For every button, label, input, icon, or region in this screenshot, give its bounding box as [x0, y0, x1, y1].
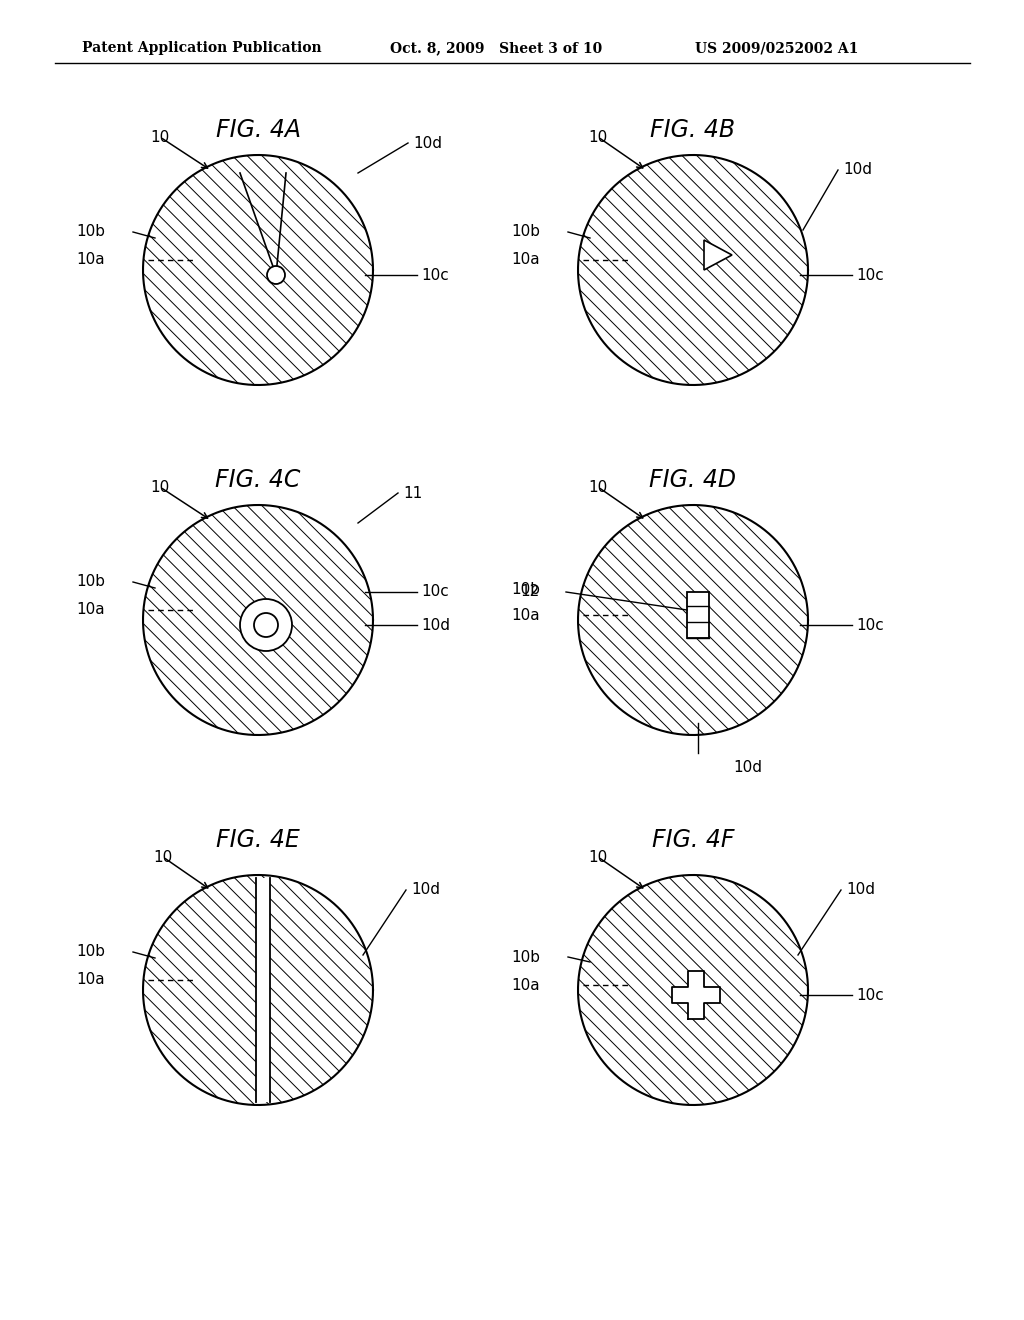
Text: FIG. 4D: FIG. 4D — [649, 469, 736, 492]
Text: 12: 12 — [521, 585, 540, 599]
Text: 10c: 10c — [856, 268, 884, 282]
Text: 10b: 10b — [76, 224, 105, 239]
Text: 10a: 10a — [511, 607, 540, 623]
Text: 10b: 10b — [76, 945, 105, 960]
Text: 10b: 10b — [511, 224, 540, 239]
Circle shape — [254, 612, 278, 638]
Text: 10b: 10b — [511, 949, 540, 965]
Text: Patent Application Publication: Patent Application Publication — [82, 41, 322, 55]
Text: FIG. 4E: FIG. 4E — [216, 828, 300, 851]
Text: 10d: 10d — [843, 162, 872, 177]
Text: 10a: 10a — [77, 252, 105, 268]
Text: 11: 11 — [403, 486, 422, 500]
Text: 10: 10 — [151, 479, 170, 495]
Text: 10d: 10d — [421, 618, 450, 632]
Text: 10a: 10a — [77, 973, 105, 987]
Text: 10c: 10c — [856, 618, 884, 632]
Text: 10c: 10c — [421, 585, 449, 599]
Bar — [672, 987, 720, 1003]
Text: 10: 10 — [589, 850, 607, 865]
Text: FIG. 4C: FIG. 4C — [215, 469, 301, 492]
Text: 10c: 10c — [421, 268, 449, 282]
Text: 10b: 10b — [511, 582, 540, 598]
Bar — [687, 591, 709, 638]
Circle shape — [240, 599, 292, 651]
Bar — [256, 878, 270, 1102]
Text: US 2009/0252002 A1: US 2009/0252002 A1 — [695, 41, 858, 55]
Text: 10a: 10a — [511, 978, 540, 993]
Text: 10: 10 — [589, 129, 607, 144]
Text: FIG. 4F: FIG. 4F — [651, 828, 734, 851]
Polygon shape — [705, 240, 732, 271]
Text: 10c: 10c — [856, 987, 884, 1002]
Circle shape — [267, 267, 285, 284]
Text: 10d: 10d — [411, 883, 440, 898]
Text: 10a: 10a — [77, 602, 105, 618]
Text: 10a: 10a — [511, 252, 540, 268]
Bar — [688, 972, 705, 1019]
Text: FIG. 4B: FIG. 4B — [650, 117, 735, 143]
Text: 10d: 10d — [733, 759, 762, 775]
Text: 10b: 10b — [76, 574, 105, 590]
Text: Oct. 8, 2009   Sheet 3 of 10: Oct. 8, 2009 Sheet 3 of 10 — [390, 41, 602, 55]
Text: 10d: 10d — [846, 883, 874, 898]
Text: 10: 10 — [151, 129, 170, 144]
Text: 10: 10 — [154, 850, 173, 865]
Text: 10: 10 — [589, 479, 607, 495]
Text: FIG. 4A: FIG. 4A — [215, 117, 300, 143]
Text: 10d: 10d — [413, 136, 442, 150]
